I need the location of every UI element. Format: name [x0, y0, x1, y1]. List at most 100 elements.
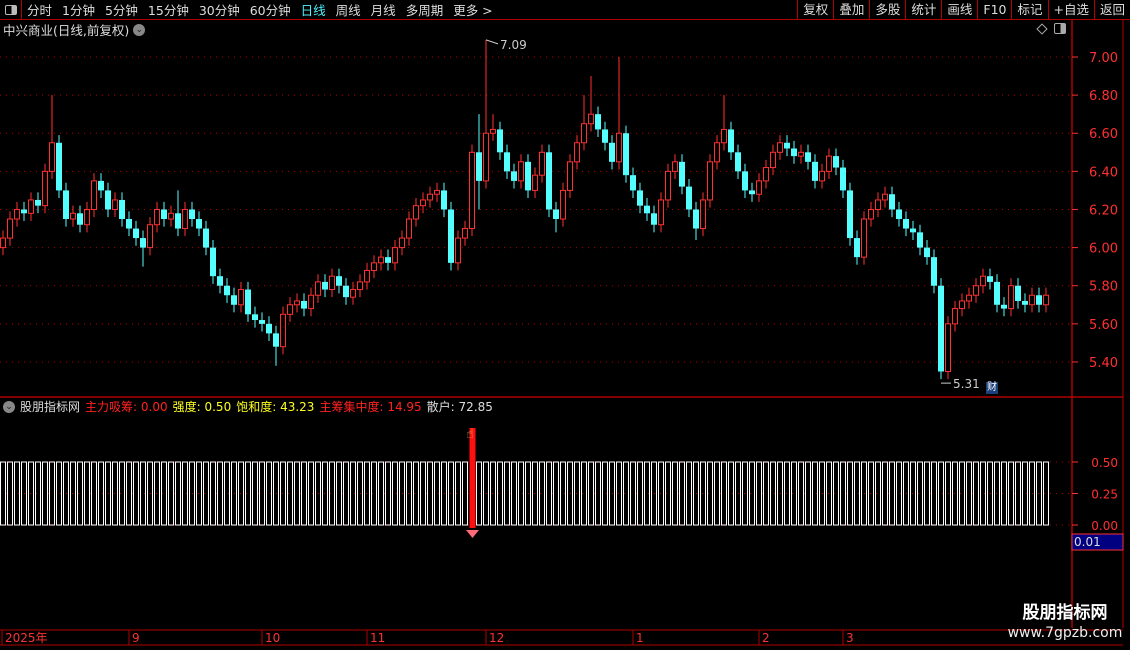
candle-down [217, 276, 223, 286]
toolbar-button[interactable]: +自选 [1047, 0, 1094, 20]
indicator-bar [588, 461, 594, 526]
indicator-bar [840, 461, 846, 526]
finance-badge[interactable]: 财 [986, 382, 998, 394]
indicator-bar [140, 461, 146, 526]
indicator-bar [259, 461, 265, 526]
time-label: 2025年 [5, 631, 48, 645]
panel-toggle-icon[interactable] [1054, 23, 1066, 34]
period-tab[interactable]: 更多 > [453, 3, 493, 18]
candle-up [455, 237, 461, 264]
candle-up [714, 142, 720, 163]
period-tab[interactable]: 周线 [335, 3, 361, 18]
period-tab[interactable]: 5分钟 [104, 3, 138, 18]
chevron-down-icon[interactable]: ⌄ [3, 400, 15, 413]
candle-up [287, 304, 293, 315]
candle-down [203, 228, 209, 248]
candle-up [49, 142, 55, 172]
period-tab[interactable]: 15分钟 [147, 3, 189, 18]
candle-up [868, 208, 874, 220]
candle-down [623, 133, 629, 176]
period-tab[interactable]: 日线 [300, 3, 326, 18]
toolbar-button[interactable]: F10 [977, 0, 1011, 20]
indicator-bar [511, 461, 517, 526]
toolbar-button[interactable]: 返回 [1093, 0, 1130, 20]
candle-down [896, 209, 902, 220]
indicator-value: 主筹集中度: 14.95 [319, 398, 421, 415]
period-tab[interactable]: 多周期 [405, 3, 444, 18]
indicator-bar [77, 461, 83, 526]
candle-up [777, 142, 783, 153]
candle-up [560, 189, 566, 220]
max-price-label: 7.09 [500, 38, 527, 52]
toolbar-button[interactable]: 标记 [1011, 0, 1047, 20]
candle-down [189, 209, 195, 220]
period-tab[interactable]: 60分钟 [249, 3, 291, 18]
indicator-bar [280, 461, 286, 526]
candle-up [945, 323, 951, 372]
toolbar-button[interactable]: 画线 [941, 0, 977, 20]
indicator-bar [679, 461, 685, 526]
chevron-down-icon[interactable]: ⌄ [133, 23, 146, 36]
indicator-bar [644, 461, 650, 526]
candle-up [91, 180, 97, 210]
indicator-bar [581, 461, 587, 526]
candle-up [658, 199, 664, 226]
indicator-number: 0.50 [204, 400, 232, 414]
toolbar-button[interactable]: 统计 [905, 0, 941, 20]
indicator-bar [889, 461, 895, 526]
period-tab[interactable]: 分时 [27, 3, 53, 18]
watermark: 股朋指标网 www.7gpzb.com [1000, 602, 1130, 642]
period-tab[interactable]: 1分钟 [62, 3, 95, 18]
candle-down [994, 281, 1000, 305]
indicator-bar [392, 461, 398, 526]
period-tab[interactable]: 月线 [370, 3, 396, 18]
toolbar-button[interactable]: 叠加 [833, 0, 869, 20]
candle-down [224, 285, 230, 296]
indicator-bar [532, 461, 538, 526]
indicator-tick-label: 0.50 [1091, 456, 1118, 470]
indicator-bar [749, 461, 755, 526]
indicator-bar [651, 461, 657, 526]
candle-down [266, 323, 272, 334]
max-pointer [485, 39, 499, 45]
toolbar-button[interactable]: 多股 [869, 0, 905, 20]
indicator-bar [245, 461, 251, 526]
candle-up [798, 151, 804, 157]
indicator-bar [546, 461, 552, 526]
indicator-bar [336, 461, 342, 526]
indicator-bar [133, 461, 139, 526]
toolbar-button[interactable]: 复权 [797, 0, 833, 20]
candle-down [322, 281, 328, 290]
candle-up [280, 313, 286, 348]
indicator-bar [966, 461, 972, 526]
layout-toggle-icon[interactable] [0, 0, 22, 20]
time-label: 1 [636, 631, 644, 645]
candle-up [819, 170, 825, 182]
candle-down [854, 238, 860, 258]
indicator-value: 散户: 72.85 [427, 398, 493, 415]
period-tab[interactable]: 30分钟 [198, 3, 240, 18]
indicator-bar [1029, 461, 1035, 526]
candle-down [931, 257, 937, 286]
indicator-bar [665, 461, 671, 526]
diamond-icon[interactable] [1036, 22, 1048, 35]
candle-up [532, 174, 538, 191]
candle-down [35, 199, 41, 206]
candle-up [315, 281, 321, 296]
candle-down [245, 289, 251, 315]
indicator-bar [539, 461, 545, 526]
indicator-bar [861, 461, 867, 526]
indicator-header: ⌄ 股朋指标网 主力吸筹: 0.00 强度: 0.50 饱和度: 43.23 主筹集中… [3, 398, 493, 415]
candle-up [112, 199, 118, 210]
candle-up [154, 208, 160, 226]
indicator-name: 股朋指标网 [20, 400, 81, 414]
indicator-bar [637, 461, 643, 526]
price-tick-label: 5.60 [1089, 318, 1118, 333]
candle-up [574, 142, 580, 163]
indicator-label: 饱和度: [236, 400, 277, 414]
candle-up [1008, 285, 1014, 310]
candle-down [805, 152, 811, 162]
watermark-title: 股朋指标网 [1022, 603, 1108, 623]
indicator-bar [707, 461, 713, 526]
